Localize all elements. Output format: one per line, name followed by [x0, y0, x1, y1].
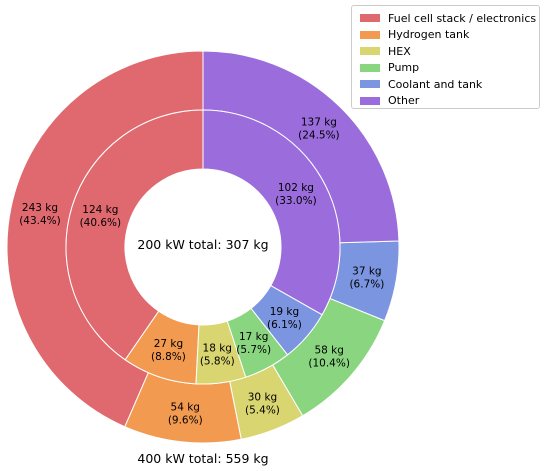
- legend-item: Pump: [360, 60, 539, 76]
- legend-item: Fuel cell stack / electronics: [360, 10, 539, 26]
- legend-swatch: [360, 14, 380, 22]
- inner-ring-slice-label: 102 kg (33.0%): [275, 182, 317, 207]
- legend-label: Coolant and tank: [388, 77, 483, 91]
- legend-item: HEX: [360, 43, 539, 59]
- inner-ring-slice-label: 18 kg (5.8%): [200, 343, 235, 368]
- legend-label: Fuel cell stack / electronics: [388, 11, 537, 25]
- legend-item: Other: [360, 93, 539, 109]
- outer-ring-slice-label: 243 kg (43.4%): [19, 202, 61, 227]
- legend-label: HEX: [388, 44, 411, 58]
- outer-ring-slice-label: 58 kg (10.4%): [308, 345, 350, 370]
- outer-ring-slice-label: 54 kg (9.6%): [168, 402, 203, 427]
- inner-ring-total-label: 200 kW total: 307 kg: [137, 237, 268, 252]
- legend-label: Other: [388, 94, 420, 108]
- inner-ring: [65, 109, 341, 385]
- legend-item: Coolant and tank: [360, 76, 539, 92]
- inner-ring-slice-label: 19 kg (6.1%): [267, 306, 302, 331]
- inner-ring-slice-label: 17 kg (5.7%): [236, 331, 271, 356]
- legend-label: Hydrogen tank: [388, 28, 470, 42]
- legend-swatch: [360, 30, 380, 39]
- legend-swatch: [360, 47, 380, 56]
- legend: Fuel cell stack / electronics Hydrogen t…: [351, 5, 540, 109]
- legend-swatch: [360, 63, 380, 72]
- inner-ring-slice-label: 27 kg (8.8%): [151, 338, 186, 363]
- inner-ring-slice: [202, 109, 341, 316]
- legend-label: Pump: [388, 61, 420, 75]
- outer-ring-slice-label: 137 kg (24.5%): [298, 116, 340, 141]
- outer-ring-total-label: 400 kW total: 559 kg: [137, 451, 268, 466]
- legend-item: Hydrogen tank: [360, 27, 539, 43]
- outer-ring: [6, 50, 400, 444]
- slice-labels: 243 kg (43.4%) 54 kg (9.6%) 30 kg (5.4%) 58 kg…: [19, 116, 384, 426]
- legend-swatch: [360, 80, 380, 89]
- outer-ring-slice-label: 30 kg (5.4%): [245, 392, 280, 417]
- inner-ring-slice-label: 124 kg (40.6%): [80, 204, 122, 229]
- inner-ring-slice: [65, 109, 204, 361]
- legend-swatch: [360, 96, 380, 105]
- outer-ring-slice-label: 37 kg (6.7%): [349, 265, 384, 290]
